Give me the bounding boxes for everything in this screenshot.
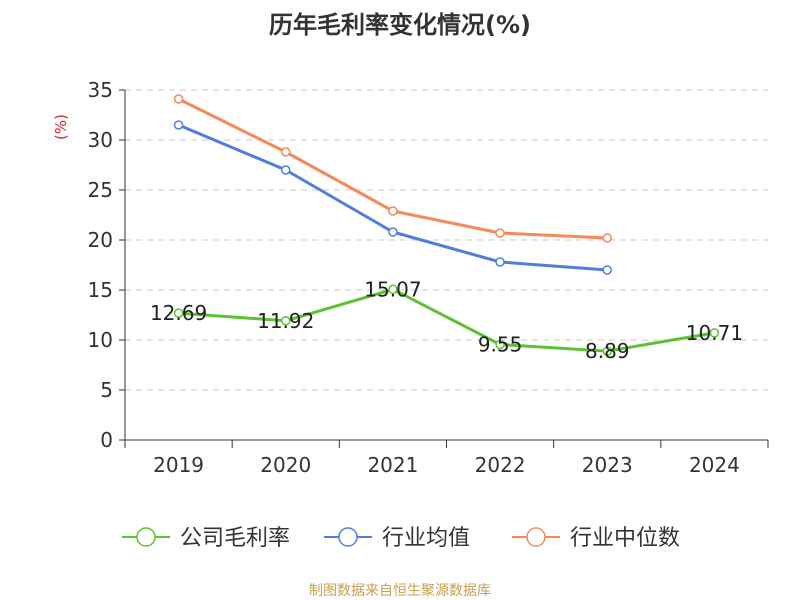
series-line — [178, 123, 608, 272]
y-tick-label: 35 — [88, 78, 113, 102]
data-point — [602, 346, 612, 356]
legend-item-1[interactable]: 公司毛利率 — [122, 526, 290, 551]
x-tick-label: 2022 — [475, 453, 526, 477]
x-tick-label: 2021 — [367, 453, 418, 477]
data-point — [495, 228, 505, 238]
data-point — [709, 328, 720, 338]
y-tick-label: 0 — [100, 428, 113, 452]
data-point — [173, 120, 184, 130]
y-tick-label: 5 — [100, 378, 113, 402]
x-tick-label: 2020 — [260, 453, 311, 477]
data-label: 8.89 — [585, 339, 630, 363]
x-tick-label: 2019 — [153, 453, 204, 477]
series-1: 12.69 11.92 15.07 9.55 8.89 10.71 — [150, 277, 743, 363]
data-label: 11.92 — [257, 309, 314, 333]
legend[interactable]: 公司毛利率 行业均值 行业中位数 — [122, 526, 680, 551]
data-point — [388, 206, 398, 216]
axes: 0 5 10 15 20 25 30 35 2019 2020 2021 2022 2023 2024 — [88, 78, 769, 477]
chart-title: 历年毛利率变化情况(%) — [269, 11, 531, 39]
data-point — [281, 316, 291, 326]
legend-marker — [136, 527, 156, 547]
legend-item-3[interactable]: 行业中位数 — [512, 526, 680, 551]
series-3 — [173, 94, 612, 243]
legend-marker — [338, 527, 358, 547]
data-label: 10.71 — [686, 321, 743, 345]
legend-label: 行业中位数 — [570, 526, 680, 551]
grid — [125, 89, 768, 391]
data-point — [495, 257, 505, 267]
data-point — [173, 308, 184, 318]
series-2 — [173, 120, 612, 275]
data-point — [281, 147, 291, 157]
data-point — [602, 265, 612, 275]
x-tick-label: 2023 — [582, 453, 633, 477]
series-line — [178, 287, 715, 353]
y-tick-label: 15 — [88, 278, 113, 302]
y-tick-label: 30 — [88, 128, 113, 152]
data-point — [602, 233, 612, 243]
y-tick-label: 25 — [88, 178, 113, 202]
legend-label: 公司毛利率 — [180, 526, 290, 551]
data-point — [281, 165, 291, 175]
data-label: 9.55 — [478, 333, 523, 357]
data-point — [495, 339, 505, 350]
y-axis-label: (%) — [52, 114, 70, 140]
legend-item-2[interactable]: 行业均值 — [324, 526, 470, 551]
legend-marker — [526, 527, 546, 547]
series-line — [177, 97, 608, 240]
data-label: 12.69 — [150, 301, 207, 325]
series-layer: 12.69 11.92 15.07 9.55 8.89 10.71 — [150, 94, 743, 363]
data-point — [388, 284, 398, 295]
y-tick-label: 10 — [88, 328, 113, 352]
data-point — [388, 227, 398, 237]
y-tick-label: 20 — [88, 228, 113, 252]
data-label: 15.07 — [364, 277, 421, 301]
source-note: 制图数据来自恒生聚源数据库 — [309, 583, 491, 599]
data-point — [173, 94, 184, 104]
x-tick-label: 2024 — [689, 453, 740, 477]
legend-label: 行业均值 — [382, 526, 470, 551]
